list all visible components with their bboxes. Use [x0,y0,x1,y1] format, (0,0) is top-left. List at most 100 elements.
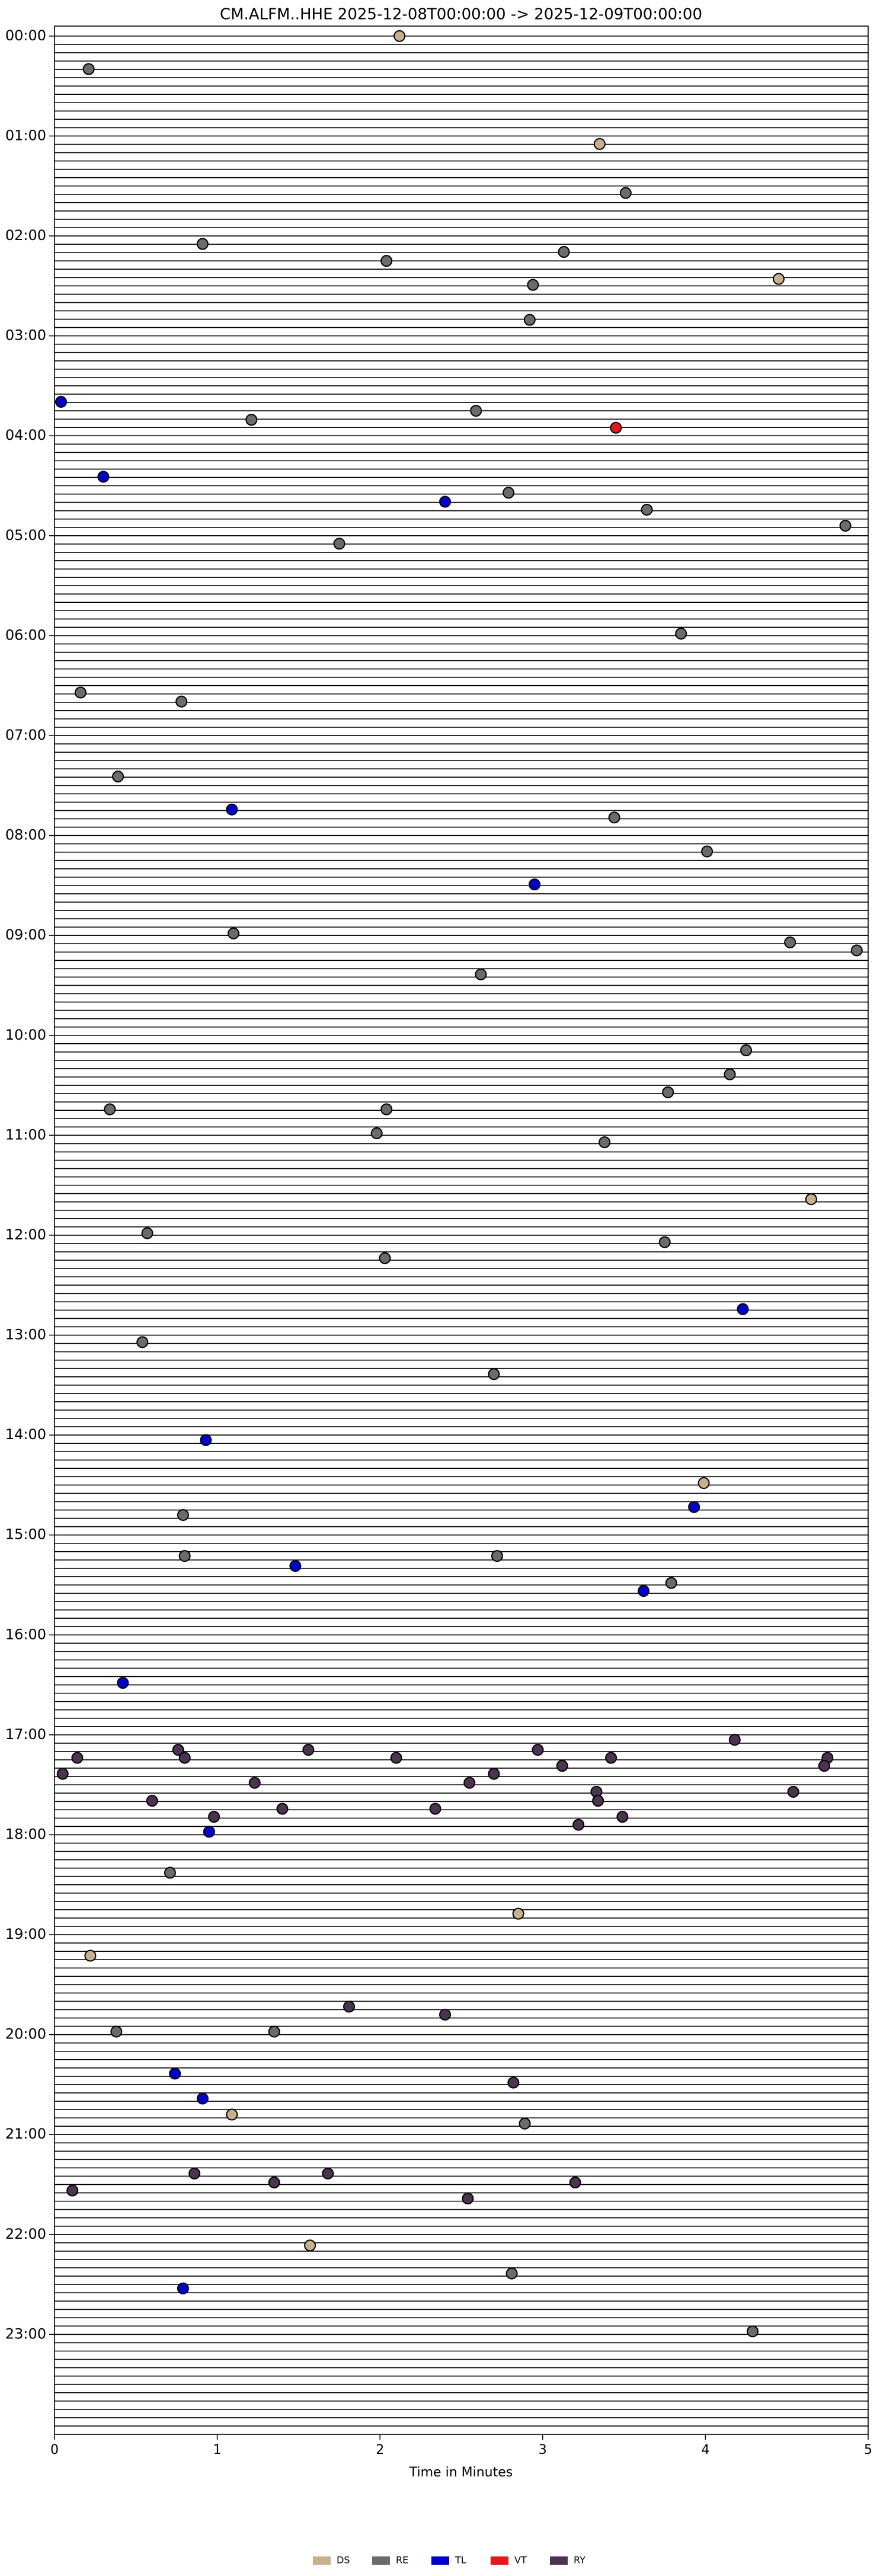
x-tick-label: 3 [539,2443,547,2457]
y-tick-label: 07:00 [5,727,46,743]
y-tick-label: 15:00 [5,1526,46,1543]
legend-swatch [313,2556,331,2565]
event-marker [439,496,452,508]
event-marker [178,1752,191,1764]
event-marker [393,30,406,42]
event-marker [641,503,653,516]
y-tick-label: 05:00 [5,527,46,544]
event-marker [818,1760,830,1772]
y-tick-label: 09:00 [5,926,46,943]
legend: DS RE TL VT RY [313,2555,585,2566]
event-marker [507,2076,520,2089]
y-tick-label: 23:00 [5,2325,46,2342]
event-marker [55,395,67,408]
event-marker [772,273,785,285]
plot-frame [54,25,869,2435]
event-marker [228,927,240,939]
event-marker [599,1136,611,1149]
event-marker [491,1550,503,1562]
x-tick-label: 1 [213,2443,222,2457]
event-marker [146,1795,158,1807]
event-marker [701,845,713,858]
event-marker [71,1752,84,1764]
y-tick-label: 02:00 [5,227,46,244]
event-marker [747,2325,759,2338]
legend-swatch [372,2556,390,2565]
event-marker [136,1336,149,1348]
event-marker [675,628,687,640]
event-marker [370,1127,383,1139]
event-marker [737,1303,749,1315]
event-marker [505,2267,518,2280]
legend-swatch [431,2556,449,2565]
event-marker [245,414,258,426]
y-tick-label: 20:00 [5,2026,46,2043]
x-tick-label: 5 [864,2443,872,2457]
event-marker [638,1585,650,1597]
y-tick-label: 08:00 [5,827,46,843]
legend-swatch [491,2556,508,2565]
event-marker [302,1744,315,1756]
event-marker [380,255,393,267]
event-marker [503,487,515,499]
y-tick-label: 22:00 [5,2226,46,2242]
event-marker [380,1103,393,1116]
event-marker [268,2177,280,2189]
legend-label: RY [574,2555,585,2566]
event-marker [208,1811,220,1823]
event-marker [556,1760,568,1772]
event-marker [196,238,209,250]
event-marker [592,1795,604,1807]
event-marker [74,686,87,699]
y-tick-label: 19:00 [5,1926,46,1942]
legend-label: DS [337,2555,350,2566]
event-marker [390,1752,402,1764]
y-tick-label: 00:00 [5,27,46,44]
event-marker [333,538,345,550]
event-marker [188,2167,201,2179]
event-marker [379,1252,391,1264]
event-marker [164,1867,176,1879]
event-marker [304,2239,316,2252]
event-marker [82,63,95,75]
event-marker [523,314,536,326]
event-marker [322,2167,334,2179]
event-marker [226,2108,238,2121]
y-tick-label: 17:00 [5,1726,46,1743]
event-marker [177,2282,189,2294]
event-marker [463,1776,476,1789]
event-marker [784,936,796,948]
event-marker [226,803,238,816]
legend-label: VT [514,2555,527,2566]
x-tick-label: 0 [50,2443,59,2457]
event-marker [470,405,482,417]
chart-title: CM.ALFM..HHE 2025-12-08T00:00:00 -> 2025… [220,6,702,24]
y-tick-label: 11:00 [5,1126,46,1143]
trace-rows [55,36,868,2427]
event-marker [619,187,632,199]
legend-label: TL [455,2555,466,2566]
x-tick-label: 4 [701,2443,709,2457]
legend-label: RE [396,2555,408,2566]
y-tick-label: 03:00 [5,327,46,344]
event-marker [177,1508,189,1521]
event-marker [519,2117,531,2130]
y-tick-label: 18:00 [5,1826,46,1842]
event-marker [532,1744,544,1756]
event-marker [605,1752,617,1764]
event-marker [488,1368,500,1380]
event-marker [662,1086,674,1098]
event-marker [658,1236,671,1248]
event-marker [665,1577,677,1589]
event-marker [724,1068,736,1081]
event-marker [529,878,541,891]
y-tick-label: 16:00 [5,1626,46,1642]
x-axis-label: Time in Minutes [409,2465,513,2480]
event-marker [172,1744,184,1756]
event-marker [112,771,124,783]
event-marker [593,138,606,150]
event-marker [527,279,539,291]
event-marker [196,2092,209,2105]
